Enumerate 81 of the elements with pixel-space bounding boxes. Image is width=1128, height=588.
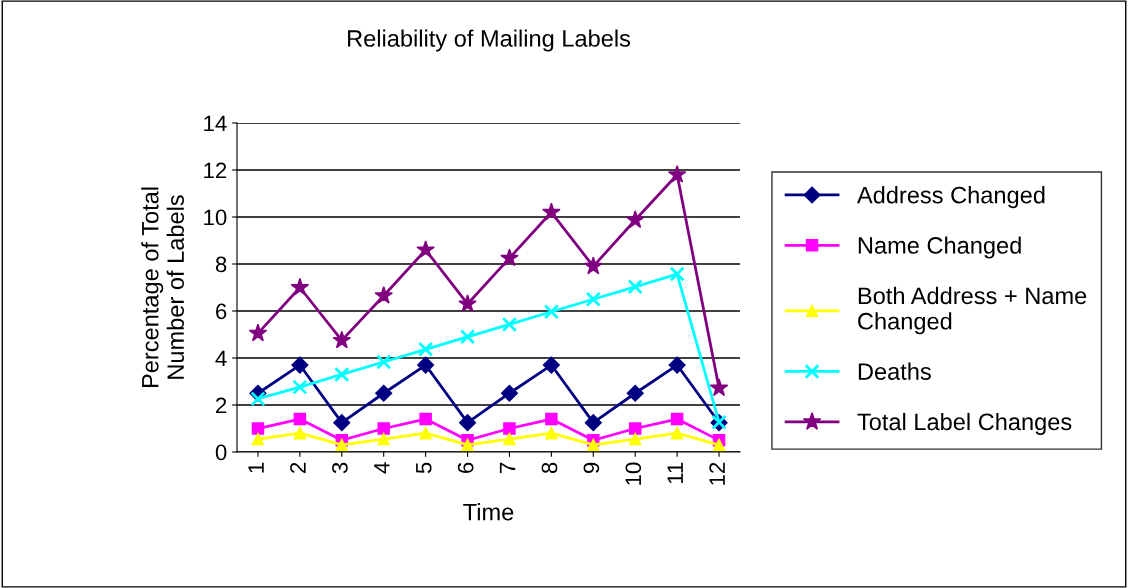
y-axis-title: Percentage of Total Number of Labels bbox=[141, 187, 185, 388]
point bbox=[293, 426, 307, 440]
point bbox=[417, 356, 435, 374]
y-tick-label: 12 bbox=[204, 162, 227, 179]
point bbox=[334, 366, 350, 383]
chart-title: Reliability of Mailing Labels bbox=[348, 29, 631, 52]
legend-label: Deaths bbox=[858, 362, 931, 380]
x-tick-label: 5 bbox=[416, 462, 432, 474]
x-tick-label: 8 bbox=[541, 462, 558, 474]
x-tick-label: 9 bbox=[583, 462, 600, 474]
point bbox=[376, 354, 392, 370]
y-tick-label: 10 bbox=[204, 209, 227, 226]
legend-label: Both Address + Name Changed bbox=[858, 286, 1087, 335]
point bbox=[709, 378, 729, 397]
point bbox=[419, 426, 432, 440]
point bbox=[459, 329, 476, 345]
y-tick-label: 14 bbox=[204, 115, 227, 132]
x-axis-title: Time bbox=[463, 503, 514, 521]
point bbox=[587, 438, 600, 452]
point bbox=[668, 356, 686, 374]
point bbox=[375, 384, 393, 402]
point bbox=[332, 330, 352, 349]
point bbox=[712, 438, 726, 452]
point bbox=[377, 432, 390, 446]
point bbox=[545, 412, 558, 426]
point bbox=[626, 384, 644, 402]
point bbox=[416, 240, 435, 258]
x-tick-label: 12 bbox=[709, 462, 725, 485]
point bbox=[251, 432, 265, 446]
point bbox=[500, 384, 519, 402]
point bbox=[503, 422, 516, 435]
point bbox=[667, 164, 687, 183]
point bbox=[290, 277, 310, 296]
point bbox=[670, 412, 684, 426]
legend-label: Address Changed bbox=[856, 186, 1045, 209]
point bbox=[627, 279, 643, 295]
x-tick-label: 10 bbox=[625, 462, 642, 485]
x-tick-label: 2 bbox=[290, 462, 306, 473]
point bbox=[542, 356, 560, 374]
x-tick-label: 7 bbox=[499, 462, 516, 473]
point bbox=[501, 316, 518, 333]
y-tick-label: 2 bbox=[216, 397, 227, 414]
point bbox=[625, 210, 645, 229]
point bbox=[542, 202, 561, 221]
y-tick-label: 4 bbox=[215, 350, 227, 367]
point bbox=[584, 414, 602, 432]
point bbox=[419, 412, 432, 426]
point bbox=[335, 438, 349, 452]
point bbox=[500, 248, 519, 267]
point bbox=[543, 304, 560, 320]
legend-label: Name Changed bbox=[858, 236, 1021, 259]
point bbox=[670, 426, 684, 440]
point bbox=[628, 432, 642, 446]
point bbox=[292, 379, 308, 395]
point bbox=[461, 438, 474, 452]
point bbox=[545, 426, 558, 440]
point bbox=[377, 422, 390, 435]
legend-label: Total Label Changes bbox=[857, 412, 1072, 435]
point bbox=[503, 432, 516, 446]
x-tick-label: 6 bbox=[457, 462, 474, 473]
y-tick-label: 6 bbox=[216, 303, 227, 320]
point bbox=[584, 256, 603, 275]
point bbox=[585, 291, 601, 307]
y-tick-label: 8 bbox=[215, 256, 227, 273]
point bbox=[669, 266, 685, 282]
point bbox=[458, 414, 477, 432]
x-tick-label: 11 bbox=[667, 462, 683, 484]
point bbox=[458, 294, 477, 312]
point bbox=[250, 391, 266, 407]
point bbox=[374, 286, 393, 304]
point bbox=[333, 414, 351, 432]
point bbox=[251, 422, 265, 435]
point bbox=[291, 356, 309, 374]
point bbox=[248, 323, 268, 342]
point bbox=[628, 422, 642, 435]
x-tick-label: 3 bbox=[332, 462, 348, 474]
x-tick-label: 1 bbox=[248, 462, 264, 473]
point bbox=[417, 341, 434, 357]
point bbox=[293, 412, 307, 426]
y-tick-label: 0 bbox=[215, 444, 227, 461]
x-tick-label: 4 bbox=[374, 462, 390, 474]
